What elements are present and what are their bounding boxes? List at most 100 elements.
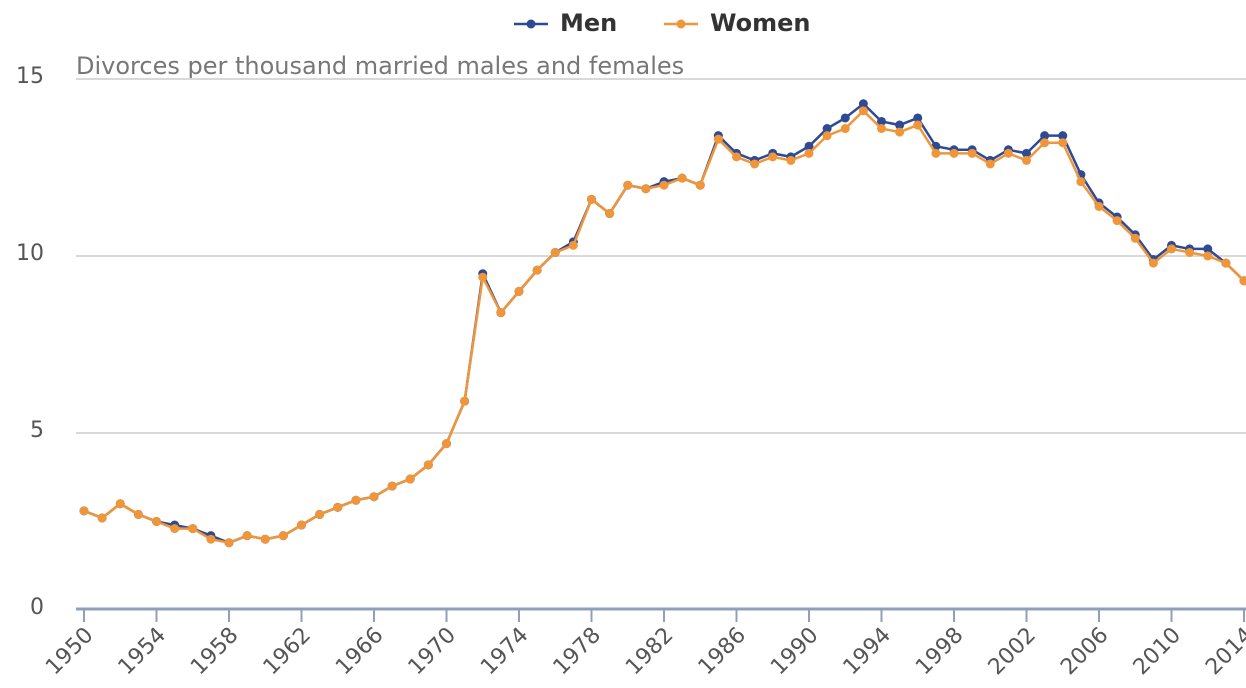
point xyxy=(1148,258,1158,268)
legend-symbol-dot xyxy=(676,19,686,29)
point xyxy=(1058,131,1068,141)
point xyxy=(1167,244,1176,254)
point xyxy=(170,524,180,534)
point xyxy=(1239,276,1246,286)
x-tick-label: 2010 xyxy=(1129,623,1186,680)
point xyxy=(514,286,524,296)
point xyxy=(732,152,741,162)
point xyxy=(605,209,615,219)
point xyxy=(496,308,506,318)
point xyxy=(1058,138,1068,148)
y-tick-label: 5 xyxy=(30,418,44,443)
x-tick-label: 1982 xyxy=(621,623,678,680)
point xyxy=(550,247,560,257)
x-tick-label: 1994 xyxy=(839,623,896,680)
x-tick-label: 1978 xyxy=(549,623,606,680)
x-tick-label: 2002 xyxy=(984,623,1041,680)
point xyxy=(478,272,488,282)
point xyxy=(877,116,886,126)
x-tick-label: 1958 xyxy=(186,623,243,680)
x-tick-label: 1954 xyxy=(114,623,171,680)
point xyxy=(333,502,343,512)
point xyxy=(967,148,977,158)
legend-symbol-dot xyxy=(526,19,536,29)
point xyxy=(840,113,850,123)
point xyxy=(460,396,470,406)
x-tick-label: 1986 xyxy=(694,623,751,680)
point xyxy=(804,141,814,151)
point xyxy=(152,517,161,526)
point xyxy=(659,180,669,190)
point xyxy=(587,194,596,204)
point xyxy=(895,127,905,137)
point xyxy=(1185,247,1195,257)
point xyxy=(278,531,288,541)
point xyxy=(858,99,868,109)
point xyxy=(985,159,995,169)
point xyxy=(568,240,578,250)
point xyxy=(206,534,216,544)
series-line xyxy=(83,102,1245,545)
point xyxy=(97,513,107,523)
point xyxy=(822,124,832,134)
point xyxy=(840,124,850,134)
point xyxy=(1076,177,1086,187)
series-line xyxy=(83,109,1245,545)
point xyxy=(949,148,959,158)
point xyxy=(532,265,542,275)
point xyxy=(1130,233,1140,243)
point xyxy=(1022,148,1031,158)
chart-subtitle: Divorces per thousand married males and … xyxy=(76,52,684,80)
point xyxy=(1221,258,1231,268)
point xyxy=(1112,216,1122,226)
point xyxy=(188,524,198,534)
y-tick-label: 15 xyxy=(16,64,44,89)
y-tick-label: 0 xyxy=(30,595,44,620)
point xyxy=(1040,131,1050,141)
y-tick-label: 10 xyxy=(16,241,44,266)
point xyxy=(242,531,252,541)
point xyxy=(79,506,89,516)
point xyxy=(297,520,306,530)
point xyxy=(677,173,687,183)
point xyxy=(713,134,723,144)
point xyxy=(822,131,832,141)
x-tick-label: 1970 xyxy=(404,623,461,680)
legend-label: Men xyxy=(560,9,617,37)
x-tick-label: 1962 xyxy=(259,623,316,680)
point xyxy=(442,439,451,449)
point xyxy=(315,509,325,519)
x-tick-label: 1990 xyxy=(766,623,823,680)
point xyxy=(695,180,705,190)
point xyxy=(877,124,886,134)
point xyxy=(387,481,397,491)
point xyxy=(1022,155,1031,165)
point xyxy=(1003,148,1013,158)
point xyxy=(133,509,143,519)
point xyxy=(858,106,868,116)
point xyxy=(115,499,125,509)
point xyxy=(405,474,415,484)
point xyxy=(913,120,923,130)
point xyxy=(224,538,234,548)
x-tick-label: 2006 xyxy=(1056,623,1113,680)
point xyxy=(895,120,905,130)
point xyxy=(369,492,379,502)
legend-label: Women xyxy=(710,9,810,37)
x-tick-label: 1966 xyxy=(331,623,388,680)
point xyxy=(768,152,778,162)
point xyxy=(931,148,941,158)
x-tick-label: 2014 xyxy=(1201,623,1246,680)
x-tick-label: 1998 xyxy=(911,623,968,680)
point xyxy=(804,148,814,158)
point xyxy=(913,113,923,123)
point xyxy=(1203,244,1213,254)
x-tick-label: 1950 xyxy=(41,623,98,680)
point xyxy=(351,495,361,505)
point xyxy=(786,155,796,165)
point xyxy=(260,534,270,544)
x-tick-label: 1974 xyxy=(476,623,533,680)
point xyxy=(1203,251,1213,261)
point xyxy=(1040,138,1050,148)
